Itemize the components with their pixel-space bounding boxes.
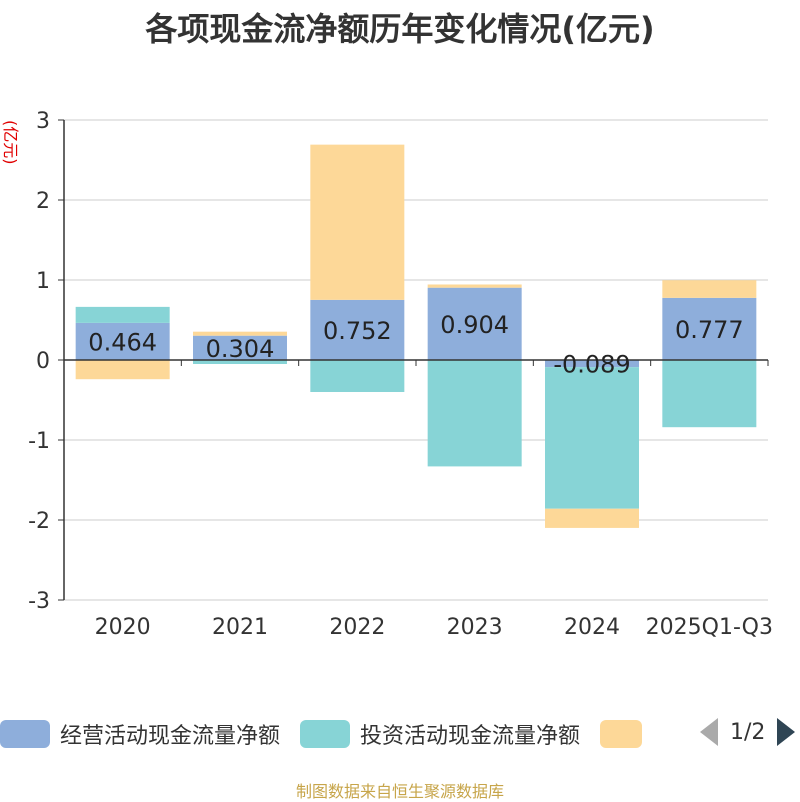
legend-item-investing[interactable]: 投资活动现金流量净额 <box>300 718 580 750</box>
bar-series-3 <box>310 144 405 300</box>
bar-series-3 <box>75 360 170 380</box>
x-tick-label: 2023 <box>447 615 503 640</box>
bar-series-1 <box>75 322 170 360</box>
data-label: 0.777 <box>675 316 744 344</box>
bar-series-3 <box>662 280 757 298</box>
legend-swatch <box>600 720 643 748</box>
legend-pager: 1/2 <box>700 718 796 746</box>
y-axis-title: (亿元) <box>1 120 20 165</box>
axes: 3 2 1 0 -1 -2 -3 2020 2021 2022 2023 2024 2025Q1-Q3 <box>28 109 773 640</box>
x-tick-label: 2025Q1-Q3 <box>646 615 773 640</box>
y-tick-label: 1 <box>36 269 50 294</box>
x-tick-label: 2021 <box>212 615 268 640</box>
legend: 经营活动现金流量净额 投资活动现金流量净额 <box>0 716 672 752</box>
bar-series-1 <box>662 297 757 360</box>
y-tick-label: -2 <box>28 509 50 534</box>
data-label: 0.904 <box>440 311 509 339</box>
bar-series-2 <box>427 360 522 467</box>
y-tick-label: -1 <box>28 429 50 454</box>
legend-item-operating[interactable]: 经营活动现金流量净额 <box>0 718 280 750</box>
bar-series-2 <box>662 360 757 428</box>
bar-series-1 <box>310 299 405 360</box>
pager-next-icon[interactable] <box>777 718 796 746</box>
bar-series-2 <box>545 367 639 509</box>
legend-item-third[interactable] <box>600 720 652 748</box>
bar-series-1 <box>193 335 287 360</box>
legend-swatch <box>0 720 50 748</box>
data-label: -0.089 <box>553 351 630 379</box>
data-labels: 0.464 0.304 0.752 0.904 -0.089 0.777 <box>88 311 743 379</box>
pager-page-text: 1/2 <box>730 719 766 745</box>
y-tick-label: 0 <box>36 349 50 374</box>
grid-lines <box>64 119 768 601</box>
legend-label: 投资活动现金流量净额 <box>360 724 581 749</box>
bar-series-3 <box>545 508 639 528</box>
x-tick-label: 2020 <box>95 615 151 640</box>
bar-series-2 <box>310 360 405 392</box>
legend-swatch <box>300 720 351 748</box>
data-label: 0.464 <box>88 328 157 356</box>
x-tick-label: 2022 <box>329 615 385 640</box>
bar-series-2 <box>193 360 287 364</box>
bar-series-3 <box>427 284 522 288</box>
source-note: 制图数据来自恒生聚源数据库 <box>295 782 504 801</box>
bar-series-1 <box>545 360 639 368</box>
y-tick-label: 3 <box>36 109 50 134</box>
bars <box>75 144 757 528</box>
bar-series-2 <box>75 306 170 323</box>
chart-title: 各项现金流净额历年变化情况(亿元) <box>145 10 655 48</box>
y-tick-label: 2 <box>36 189 50 214</box>
data-label: 0.304 <box>206 335 275 363</box>
bar-series-3 <box>193 331 287 336</box>
y-tick-label: -3 <box>28 589 50 614</box>
x-tick-label: 2024 <box>564 615 620 640</box>
bar-series-1 <box>427 287 522 360</box>
pager-prev-icon[interactable] <box>700 718 718 746</box>
legend-label: 经营活动现金流量净额 <box>60 724 281 749</box>
data-label: 0.752 <box>323 317 392 345</box>
